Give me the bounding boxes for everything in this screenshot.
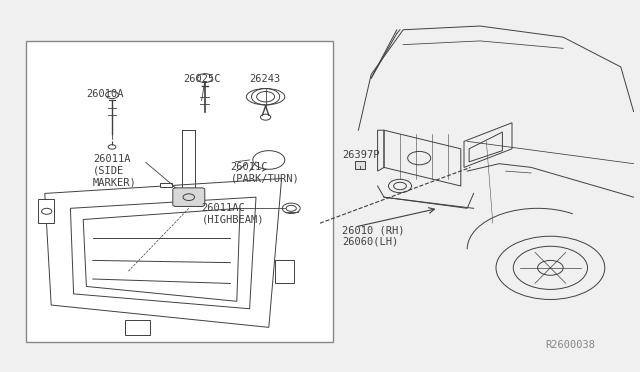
Bar: [160, 183, 172, 187]
Bar: [26, 41, 333, 342]
Text: 26011AC
(HIGHBEAM): 26011AC (HIGHBEAM): [202, 203, 264, 224]
Bar: [275, 260, 294, 283]
Text: 26011C
(PARK/TURN): 26011C (PARK/TURN): [230, 162, 299, 183]
Text: 26243: 26243: [250, 74, 281, 84]
Text: 26011A
(SIDE
MARKER): 26011A (SIDE MARKER): [93, 154, 136, 187]
Text: 26010 (RH)
26060(LH): 26010 (RH) 26060(LH): [342, 225, 405, 247]
Text: 26010A: 26010A: [86, 89, 124, 99]
FancyBboxPatch shape: [173, 188, 205, 206]
Bar: [125, 320, 150, 335]
Bar: [38, 199, 54, 223]
Text: 26025C: 26025C: [184, 74, 221, 84]
Bar: [355, 161, 365, 169]
Text: 26397P: 26397P: [342, 150, 380, 160]
Text: R2600038: R2600038: [545, 340, 595, 350]
